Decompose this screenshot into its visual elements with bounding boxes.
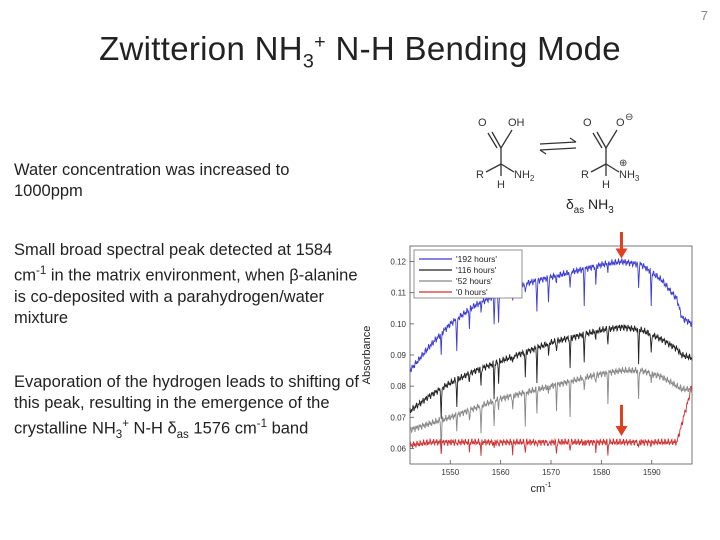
right-o-minus-label: O — [616, 117, 625, 129]
right-r-label: R — [581, 169, 589, 181]
left-oh-label: OH — [508, 117, 525, 129]
delta-text: NH — [584, 196, 609, 212]
y-tick-label: 0.10 — [390, 320, 406, 329]
p3-sup: + — [122, 418, 129, 430]
legend-entry: '52 hours' — [456, 276, 493, 286]
delta-sub2: 3 — [608, 204, 614, 216]
p3-text-b: N-H — [128, 419, 168, 438]
minus-charge-icon: ⊖ — [625, 112, 633, 123]
right-o-label: O — [583, 117, 592, 129]
series-line-1 — [409, 323, 693, 419]
zwitterion-molecule-bonds — [590, 129, 620, 176]
p3-text-d: band — [267, 419, 309, 438]
legend-entry: '192 hours' — [456, 254, 497, 264]
series-line-3 — [409, 385, 693, 456]
y-tick-label: 0.12 — [390, 258, 406, 267]
plus-charge-icon: ⊕ — [619, 158, 627, 169]
ir-spectrum-chart: 0.06 0.07 0.08 0.09 0.10 0.11 0.12 1550 1560 157… — [361, 232, 693, 494]
x-tick-label: 1570 — [542, 468, 560, 477]
arrow-head-0 — [615, 248, 628, 259]
p3-sub: 3 — [115, 428, 123, 441]
y-axis-label: Absorbance — [361, 326, 373, 385]
legend-entry: '0 hours' — [456, 287, 488, 297]
x-axis-label: cm-1 — [531, 482, 552, 494]
legend-entry: '116 hours' — [456, 265, 497, 275]
title-suffix: N-H Bending Mode — [326, 30, 621, 67]
left-o-label: O — [478, 117, 487, 129]
title-sub: 3 — [302, 50, 315, 73]
paragraph-water-concentration: Water concentration was increased to 100… — [14, 161, 290, 200]
equilibrium-arrows-icon — [539, 137, 577, 155]
slide-title: Zwitterion NH3+ N-H Bending Mode — [0, 30, 720, 74]
right-h-label: H — [602, 179, 610, 191]
y-tick-label: 0.07 — [390, 413, 406, 422]
y-axis-ticks: 0.06 0.07 0.08 0.09 0.10 0.11 0.12 — [390, 258, 414, 453]
p3-delta: δ — [167, 419, 177, 438]
arrow-head-1 — [615, 425, 628, 436]
neutral-molecule-bonds — [485, 129, 515, 176]
left-nh2-label: NH2 — [514, 169, 535, 183]
y-tick-label: 0.11 — [391, 289, 407, 298]
legend-box — [413, 249, 523, 299]
title-prefix: Zwitterion NH — [99, 30, 303, 67]
p3-delta-sub: as — [176, 428, 189, 441]
left-r-label: R — [476, 169, 484, 181]
paragraph-evaporation: Evaporation of the hydrogen leads to shi… — [14, 372, 359, 446]
p3-text-a: Evaporation of the hydrogen leads to shi… — [14, 373, 359, 438]
series-line-0 — [409, 258, 693, 373]
p3-sup2: -1 — [256, 418, 267, 430]
title-sup: + — [314, 31, 327, 53]
delta-sub: as — [573, 204, 585, 216]
equilibrium-structures: O OH R NH2 H O O ⊖ R NH3 ⊕ H — [476, 112, 640, 191]
delta-symbol: δ — [566, 196, 574, 212]
left-h-label: H — [497, 179, 505, 191]
right-nh3-label: NH3 — [619, 169, 640, 183]
annotation-arrows — [615, 232, 628, 436]
x-tick-label: 1560 — [492, 468, 510, 477]
legend: '192 hours''116 hours''52 hours''0 hours… — [413, 249, 523, 299]
y-tick-label: 0.09 — [390, 351, 406, 360]
p2-text-a: Small broad spectral peak detected at 15… — [14, 241, 333, 285]
slide-number: 7 — [700, 8, 708, 23]
y-tick-label: 0.08 — [390, 382, 406, 391]
p2-sup: -1 — [36, 265, 47, 277]
x-tick-label: 1550 — [441, 468, 459, 477]
x-tick-label: 1590 — [643, 468, 661, 477]
delta-as-nh3-label: δas NH3 — [566, 196, 614, 216]
series-line-2 — [409, 365, 693, 454]
y-tick-label: 0.06 — [390, 444, 406, 453]
series-lines — [409, 258, 693, 456]
p3-text-c: 1576 cm — [188, 419, 257, 438]
x-tick-label: 1580 — [592, 468, 610, 477]
p2-text-b: in the matrix environment, when β-alanin… — [14, 266, 358, 327]
x-axis-ticks: 1550 1560 1570 1580 1590 — [441, 460, 661, 477]
paragraph-spectral-peak: Small broad spectral peak detected at 15… — [14, 240, 359, 329]
